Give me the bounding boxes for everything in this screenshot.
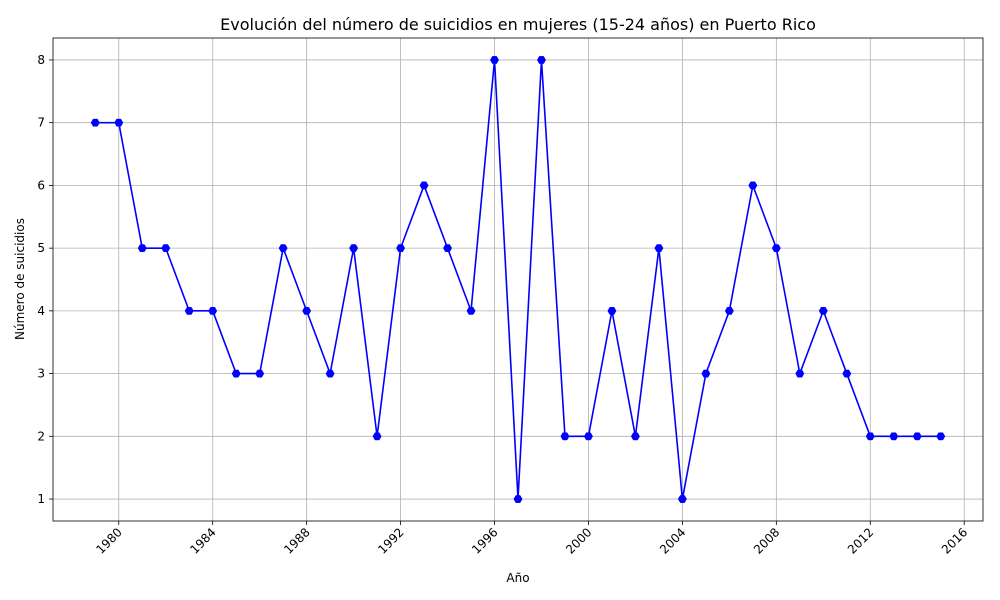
data-point-1983 (184, 306, 194, 315)
data-point-1985 (231, 369, 241, 378)
y-tick-label-1: 1 (37, 492, 45, 506)
data-point-2015 (936, 432, 946, 441)
data-point-2003 (654, 244, 664, 253)
data-point-1981 (137, 244, 147, 253)
series-layer (90, 56, 946, 503)
data-point-1991 (372, 432, 382, 441)
y-tick-label-7: 7 (37, 116, 45, 130)
y-axis-ticks: 1 2 3 4 5 6 7 8 (37, 53, 53, 506)
x-tick-label-2016: 2016 (939, 525, 970, 556)
grid-lines (53, 38, 983, 521)
data-point-1995 (466, 306, 476, 315)
y-tick-label-2: 2 (37, 429, 45, 443)
data-point-1996 (490, 56, 500, 64)
data-point-1988 (302, 306, 312, 315)
data-point-2001 (607, 306, 617, 315)
chart-title: Evolución del número de suicidios en muj… (220, 15, 816, 34)
data-point-1979 (90, 118, 100, 127)
data-point-1987 (278, 244, 288, 253)
x-tick-label-2004: 2004 (657, 525, 688, 556)
data-point-1998 (536, 56, 546, 64)
data-point-2011 (842, 369, 852, 378)
data-point-2009 (795, 369, 805, 378)
y-tick-label-8: 8 (37, 53, 45, 67)
data-point-2012 (865, 432, 875, 441)
y-axis-label: Número de suicidios (13, 218, 27, 340)
x-tick-label-1996: 1996 (469, 525, 500, 556)
x-tick-label-1992: 1992 (375, 525, 406, 556)
x-tick-label-2008: 2008 (751, 525, 782, 556)
data-point-1993 (419, 181, 429, 190)
data-point-2000 (583, 432, 593, 441)
data-point-1997 (513, 495, 523, 503)
data-point-2005 (701, 369, 711, 378)
plot-frame (52, 37, 984, 522)
series-line-0 (95, 59, 941, 500)
y-tick-label-6: 6 (37, 178, 45, 192)
data-point-2007 (748, 181, 758, 190)
x-tick-label-1988: 1988 (281, 525, 312, 556)
data-point-1999 (560, 432, 570, 441)
data-point-1990 (349, 244, 359, 253)
x-axis-label: Año (506, 571, 529, 585)
x-tick-label-2000: 2000 (563, 525, 594, 556)
data-point-1992 (396, 244, 406, 253)
data-point-1986 (255, 369, 265, 378)
data-point-1994 (443, 244, 453, 253)
data-point-1982 (161, 244, 171, 253)
y-tick-label-4: 4 (37, 304, 45, 318)
data-point-2014 (912, 432, 922, 441)
x-tick-label-1980: 1980 (93, 525, 124, 556)
data-point-2008 (771, 244, 781, 253)
x-tick-label-2012: 2012 (845, 525, 876, 556)
data-point-2010 (818, 306, 828, 315)
data-point-2002 (630, 432, 640, 441)
x-tick-label-1984: 1984 (187, 525, 218, 556)
data-point-1984 (208, 306, 218, 315)
data-point-1980 (114, 118, 124, 127)
y-tick-label-3: 3 (37, 367, 45, 381)
y-tick-label-5: 5 (37, 241, 45, 255)
data-point-2013 (889, 432, 899, 441)
data-point-2004 (677, 495, 687, 503)
x-axis-ticks: 1980 1984 1988 1992 1996 2000 2004 2008 2012 2016 (93, 521, 970, 557)
data-point-1989 (325, 369, 335, 378)
data-point-2006 (724, 306, 734, 315)
